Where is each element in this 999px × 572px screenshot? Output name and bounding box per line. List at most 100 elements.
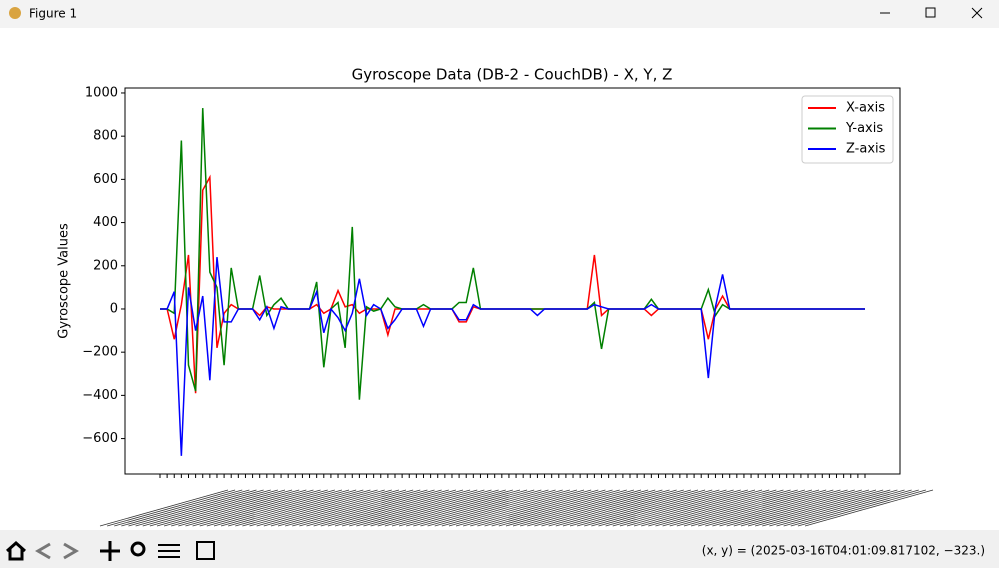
x-tick-scrawl [441,489,570,527]
y-tick-label: 400 [93,215,118,230]
x-tick-scrawl [619,489,748,527]
x-tick-scrawl [776,489,905,527]
legend-label: Z-axis [846,142,886,157]
x-tick-scrawl [548,489,677,527]
axes-frame [124,87,901,475]
x-tick-scrawl [285,489,414,527]
x-tick-scrawl [591,489,720,527]
x-tick-scrawl [334,489,464,527]
x-tick-scrawl [648,489,777,527]
toolbar [0,530,999,568]
x-tick-scrawl [142,489,271,527]
x-tick-scrawl [206,489,335,527]
x-tick-scrawl [427,489,556,527]
x-tick-scrawl [292,489,421,527]
x-tick-scrawl [114,489,243,527]
x-tick-scrawl [242,489,371,527]
back-button[interactable] [35,542,51,560]
configure-button[interactable] [158,544,180,558]
legend-label: Y-axis [845,121,883,136]
x-tick-scrawl [740,489,870,527]
x-tick-scrawl [163,489,293,527]
x-tick-scrawl [641,489,770,527]
x-tick-scrawl [448,489,578,527]
x-tick-scrawl [655,489,784,527]
x-tick-scrawl [534,489,663,527]
x-tick-scrawl [156,489,286,527]
x-tick-scrawl [135,489,264,527]
x-tick-scrawl [420,489,549,527]
x-tick-scrawl [755,489,884,527]
x-tick-scrawl [178,489,307,527]
y-tick-label: −400 [82,388,118,403]
x-tick-scrawl [277,489,407,527]
y-tick-label: 200 [93,258,118,273]
x-tick-scrawl [377,489,506,527]
x-tick-scrawl [299,489,428,527]
x-tick-scrawl [342,489,471,527]
maximize-button[interactable] [925,7,936,18]
x-tick-scrawl [477,489,606,527]
x-tick-scrawl [306,489,435,527]
x-tick-scrawl [762,489,891,527]
x-tick-scrawl [213,489,343,527]
x-tick-scrawl [683,489,813,527]
legend-label: X-axis [846,101,885,116]
x-tick-scrawl [320,489,449,527]
x-tick-scrawl [121,489,250,527]
x-tick-scrawl [192,489,321,527]
x-tick-scrawl [769,489,898,527]
zoom-button[interactable] [130,541,146,557]
x-tick-scrawl [797,489,926,527]
home-button[interactable] [6,540,26,561]
close-button[interactable] [971,7,983,19]
x-tick-scrawl [220,489,350,527]
y-tick-label: −200 [82,345,118,360]
y-tick-label: 800 [93,129,118,144]
x-tick-scrawl [263,489,392,527]
x-tick-scrawl [356,489,485,527]
x-tick-scrawl [605,489,734,527]
y-axis-label: Gyroscope Values [57,223,72,339]
x-tick-scrawl [470,489,599,527]
x-tick-scrawl [455,489,585,527]
x-tick-scrawl [626,489,756,527]
x-tick-scrawl [384,489,513,527]
x-tick-scrawl [149,489,278,527]
x-tick-scrawl [391,489,521,527]
x-tick-scrawl [577,489,706,527]
chart-title: Gyroscope Data (DB-2 - CouchDB) - X, Y, … [352,66,673,84]
x-tick-scrawl [676,489,805,527]
x-tick-scrawl [790,489,919,527]
x-tick-scrawl [107,489,236,527]
x-tick-scrawl [498,489,627,527]
x-tick-scrawl [726,489,855,527]
status-text: (x, y) = (2025-03-16T04:01:09.817102, −3… [702,544,985,558]
x-tick-scrawl [598,489,727,527]
x-tick-scrawl [413,489,542,527]
y-tick-label: −600 [82,431,118,446]
forward-button[interactable] [63,542,79,560]
x-tick-scrawl [185,489,314,527]
x-tick-scrawl [235,489,364,527]
pan-button[interactable] [100,541,120,561]
x-tick-scrawl [249,489,378,527]
app-icon [9,7,21,19]
x-tick-scrawl [370,489,499,527]
x-tick-scrawl [719,489,848,527]
x-tick-scrawl [171,489,300,527]
x-tick-scrawl [541,489,670,527]
title-bar [0,0,999,28]
x-tick-scrawl [698,489,827,527]
x-tick-scrawl [662,489,791,527]
x-tick-scrawl [199,489,328,527]
x-tick-scrawl [398,489,528,527]
x-tick-scrawl [491,489,620,527]
x-tick-scrawl [349,489,478,527]
save-button[interactable] [196,541,215,560]
x-tick-scrawl [520,489,649,527]
x-tick-scrawl [633,489,763,527]
x-tick-scrawl [463,489,592,527]
x-tick-scrawl [747,489,877,527]
